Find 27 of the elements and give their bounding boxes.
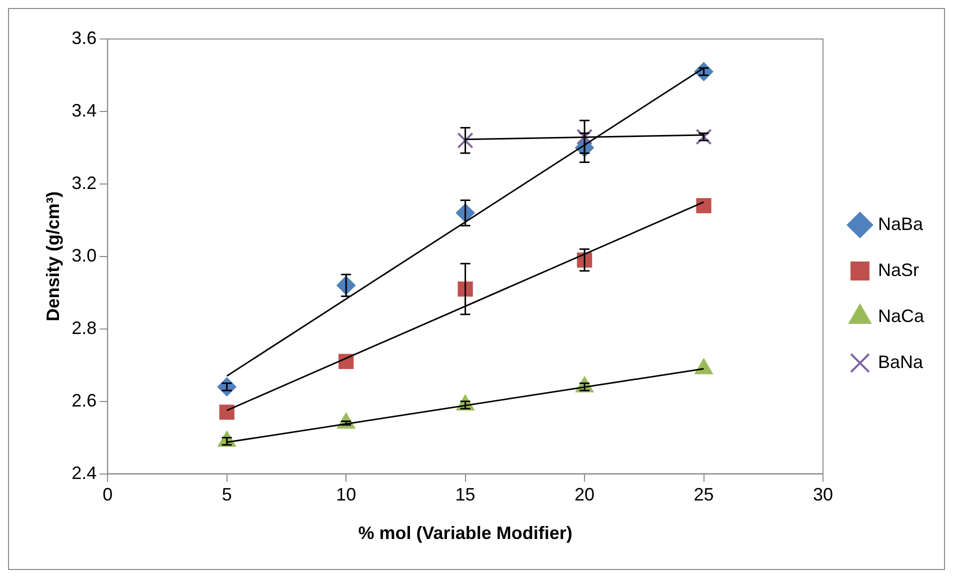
x-tick-label: 0 xyxy=(102,484,113,505)
x-tick-label: 25 xyxy=(694,484,714,505)
point xyxy=(694,62,714,82)
y-tick-label: 2.6 xyxy=(72,390,97,410)
x-tick-label: 10 xyxy=(336,484,356,505)
y-tick-label: 2.8 xyxy=(72,318,97,338)
point xyxy=(219,404,234,420)
x-tick-label: 5 xyxy=(222,484,232,505)
y-tick-label: 3.4 xyxy=(72,100,97,120)
legend-label: NaSr xyxy=(878,260,919,280)
y-tick-label: 3.6 xyxy=(72,28,97,48)
y-tick-label: 2.4 xyxy=(72,462,97,483)
legend-label: NaBa xyxy=(878,214,924,234)
point xyxy=(696,198,712,214)
point xyxy=(217,377,236,396)
x-tick-label: 15 xyxy=(455,484,476,505)
legend-label: BaNa xyxy=(878,352,924,372)
legend-label: NaCa xyxy=(878,306,925,326)
y-tick-label: 3.0 xyxy=(72,245,97,266)
y-axis-title: Density (g/cm³) xyxy=(42,191,63,322)
x-axis-title: % mol (Variable Modifier) xyxy=(358,523,572,544)
y-tick-label: 3.2 xyxy=(72,172,97,193)
point xyxy=(457,132,474,149)
point xyxy=(576,128,593,145)
x-tick-label: 30 xyxy=(812,484,833,505)
point xyxy=(696,128,712,145)
x-tick-label: 20 xyxy=(574,484,595,505)
